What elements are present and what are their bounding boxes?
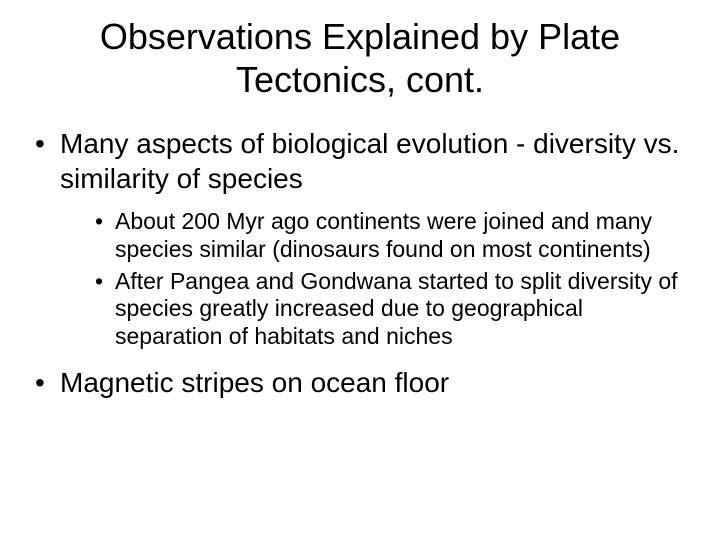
bullet-text: Many aspects of biological evolution - d…: [60, 128, 679, 194]
bullet-item: Many aspects of biological evolution - d…: [30, 126, 690, 350]
bullet-list: Many aspects of biological evolution - d…: [30, 126, 690, 400]
slide-title: Observations Explained by Plate Tectonic…: [30, 15, 690, 101]
sub-bullet-item: About 200 Myr ago continents were joined…: [60, 208, 690, 263]
bullet-item: Magnetic stripes on ocean floor: [30, 365, 690, 400]
sub-bullet-item: After Pangea and Gondwana started to spl…: [60, 268, 690, 351]
bullet-text: Magnetic stripes on ocean floor: [60, 367, 449, 398]
sub-bullet-list: About 200 Myr ago continents were joined…: [60, 208, 690, 350]
